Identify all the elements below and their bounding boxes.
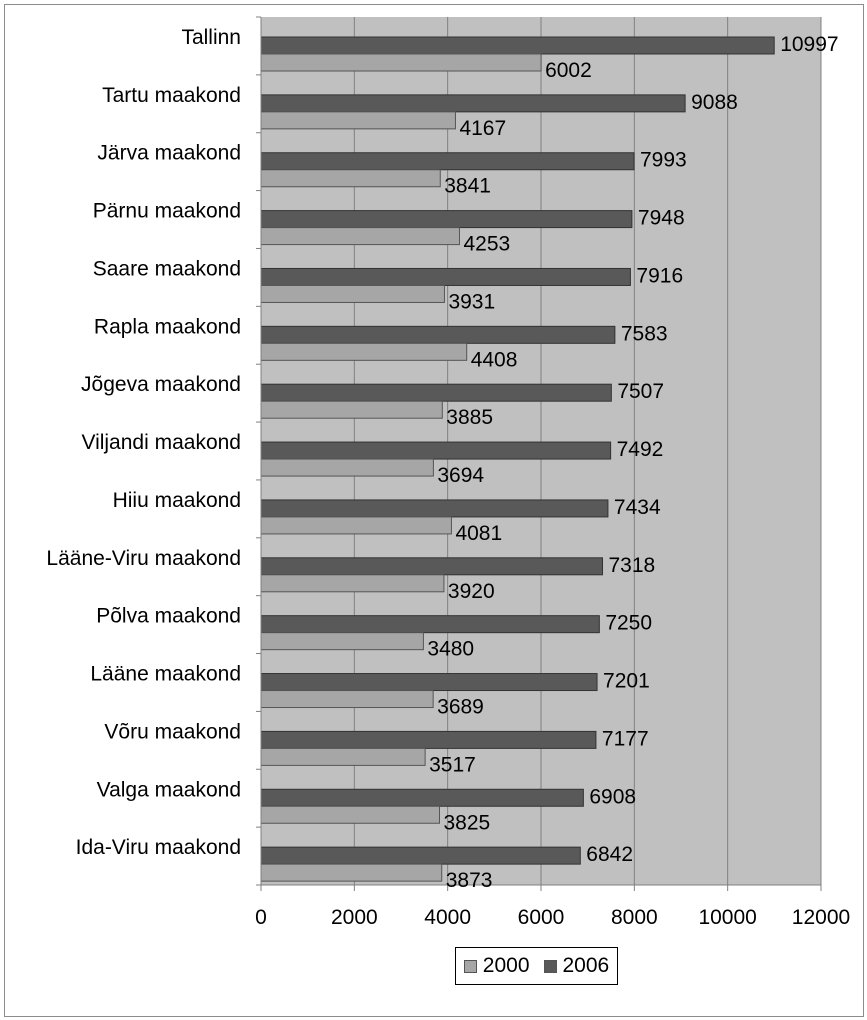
data-label-2006: 7250 xyxy=(605,612,652,635)
data-label-2000: 3825 xyxy=(444,811,491,834)
bar-2006 xyxy=(260,615,600,634)
bar-2000 xyxy=(260,169,441,188)
data-label-2000: 4253 xyxy=(463,233,510,256)
data-label-2006: 6908 xyxy=(589,785,636,808)
x-tick-label: 8000 xyxy=(611,906,658,929)
legend: 2000 2006 xyxy=(455,947,618,985)
bar-2006 xyxy=(260,441,612,460)
data-label-2000: 3694 xyxy=(437,464,484,487)
category-label: Viljandi maakond xyxy=(81,431,241,454)
category-label: Võru maakond xyxy=(104,720,241,743)
data-label-2006: 7318 xyxy=(609,554,656,577)
x-tick-labels: 0 2000 4000 6000 8000 10000 12000 xyxy=(255,906,850,929)
bar-2000 xyxy=(260,111,456,130)
bar-2006 xyxy=(260,36,775,55)
bar-2006 xyxy=(260,846,581,865)
bar-2000 xyxy=(260,400,443,419)
bar-2006 xyxy=(260,499,609,518)
category-label: Jõgeva maakond xyxy=(81,373,241,396)
category-label: Saare maakond xyxy=(93,257,241,280)
legend-swatch-2006 xyxy=(543,959,557,973)
legend-item-2006: 2006 xyxy=(543,954,610,978)
bar-2006 xyxy=(260,267,631,286)
x-tick-label: 12000 xyxy=(792,906,850,929)
data-label-2000: 3885 xyxy=(446,406,493,429)
category-label: Hiiu maakond xyxy=(113,489,241,512)
legend-item-2000: 2000 xyxy=(463,954,530,978)
data-label-2006: 7201 xyxy=(603,670,650,693)
bar-2000 xyxy=(260,574,445,593)
data-label-2000: 6002 xyxy=(545,59,592,82)
data-label-2000: 3873 xyxy=(446,869,493,892)
data-label-2006: 7492 xyxy=(617,438,664,461)
data-label-2006: 10997 xyxy=(780,33,838,56)
category-label: Pärnu maakond xyxy=(93,200,241,223)
data-label-2006: 7177 xyxy=(602,727,649,750)
data-label-2000: 4408 xyxy=(471,348,518,371)
data-label-2000: 3931 xyxy=(448,290,495,313)
bar-2000 xyxy=(260,284,445,303)
data-label-2000: 3841 xyxy=(444,175,491,198)
bar-2006 xyxy=(260,673,598,692)
data-label-2006: 9088 xyxy=(691,91,738,114)
bar-2000 xyxy=(260,227,460,246)
data-labels: 10997 6002 9088 4167 7993 3841 7948 4253 7916 393… xyxy=(427,33,838,892)
data-label-2000: 4167 xyxy=(459,117,506,140)
data-label-2006: 7916 xyxy=(636,264,683,287)
data-label-2000: 3689 xyxy=(437,696,484,719)
bar-2000 xyxy=(260,342,468,361)
legend-swatch-2000 xyxy=(463,959,477,973)
data-label-2006: 7434 xyxy=(614,496,661,519)
category-label: Lääne-Viru maakond xyxy=(46,547,241,570)
data-label-2006: 7507 xyxy=(617,380,664,403)
bar-2006 xyxy=(260,325,616,344)
data-label-2000: 3517 xyxy=(429,753,476,776)
bar-2006 xyxy=(260,94,686,113)
category-label: Rapla maakond xyxy=(94,315,241,338)
legend-label-2006: 2006 xyxy=(562,954,610,977)
bar-2006 xyxy=(260,210,633,229)
x-tick-label: 10000 xyxy=(698,906,756,929)
x-tick-label: 0 xyxy=(255,906,267,929)
bar-2006 xyxy=(260,788,584,807)
category-labels: Tallinn Tartu maakond Järva maakond Pärnu m… xyxy=(46,26,241,859)
bar-2006 xyxy=(260,730,597,749)
bar-2000 xyxy=(260,747,426,766)
x-tick-label: 4000 xyxy=(424,906,471,929)
category-label: Valga maakond xyxy=(97,778,241,801)
legend-label-2000: 2000 xyxy=(482,954,530,977)
bar-2000 xyxy=(260,632,424,651)
category-label: Tartu maakond xyxy=(102,84,241,107)
bar-2000 xyxy=(260,863,443,882)
category-label: Põlva maakond xyxy=(96,605,241,628)
category-label: Tallinn xyxy=(181,26,241,49)
bar-2006 xyxy=(260,383,612,402)
data-label-2000: 3920 xyxy=(448,580,495,603)
data-label-2006: 7583 xyxy=(621,322,668,345)
category-label: Ida-Viru maakond xyxy=(76,836,241,859)
data-label-2000: 4081 xyxy=(455,522,502,545)
category-label: Järva maakond xyxy=(97,142,241,165)
data-label-2006: 7948 xyxy=(638,207,685,230)
bar-2000 xyxy=(260,516,452,535)
x-tick-label: 2000 xyxy=(331,906,378,929)
bar-2006 xyxy=(260,152,635,171)
data-label-2006: 6842 xyxy=(586,843,633,866)
bars xyxy=(260,36,775,882)
data-label-2006: 7993 xyxy=(640,149,687,172)
x-tick-label: 6000 xyxy=(518,906,565,929)
bar-2000 xyxy=(260,690,434,709)
category-label: Lääne maakond xyxy=(90,663,241,686)
data-label-2000: 3480 xyxy=(427,638,474,661)
bar-2000 xyxy=(260,805,440,824)
bar-2006 xyxy=(260,557,604,576)
bar-2000 xyxy=(260,458,434,477)
axes xyxy=(256,16,822,891)
bar-2000 xyxy=(260,53,542,72)
